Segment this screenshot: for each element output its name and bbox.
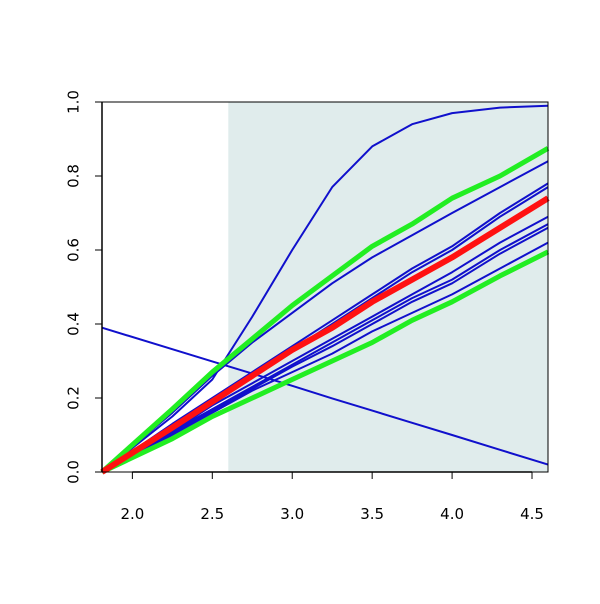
y-tick-label: 0.6	[65, 238, 83, 262]
data-line	[100, 195, 550, 475]
x-tick-label: 3.5	[360, 505, 384, 523]
x-tick-label: 2.0	[120, 505, 144, 523]
data-line	[101, 241, 549, 473]
y-tick-label: 0.0	[65, 460, 83, 484]
data-line	[101, 160, 549, 473]
data-line	[101, 326, 549, 466]
data-line	[100, 146, 550, 474]
data-line	[101, 215, 549, 473]
data-line	[100, 249, 550, 475]
x-tick-label: 4.5	[520, 505, 544, 523]
y-tick-label: 0.8	[65, 164, 83, 188]
y-tick-label: 0.2	[65, 386, 83, 410]
data-line	[101, 223, 549, 473]
x-tick-label: 2.5	[200, 505, 224, 523]
y-tick-label: 1.0	[65, 90, 83, 114]
x-tick-label: 4.0	[440, 505, 464, 523]
data-line	[101, 226, 549, 473]
y-tick-label: 0.4	[65, 312, 83, 336]
data-line	[101, 104, 549, 473]
data-line	[101, 182, 549, 473]
x-tick-label: 3.0	[280, 505, 304, 523]
